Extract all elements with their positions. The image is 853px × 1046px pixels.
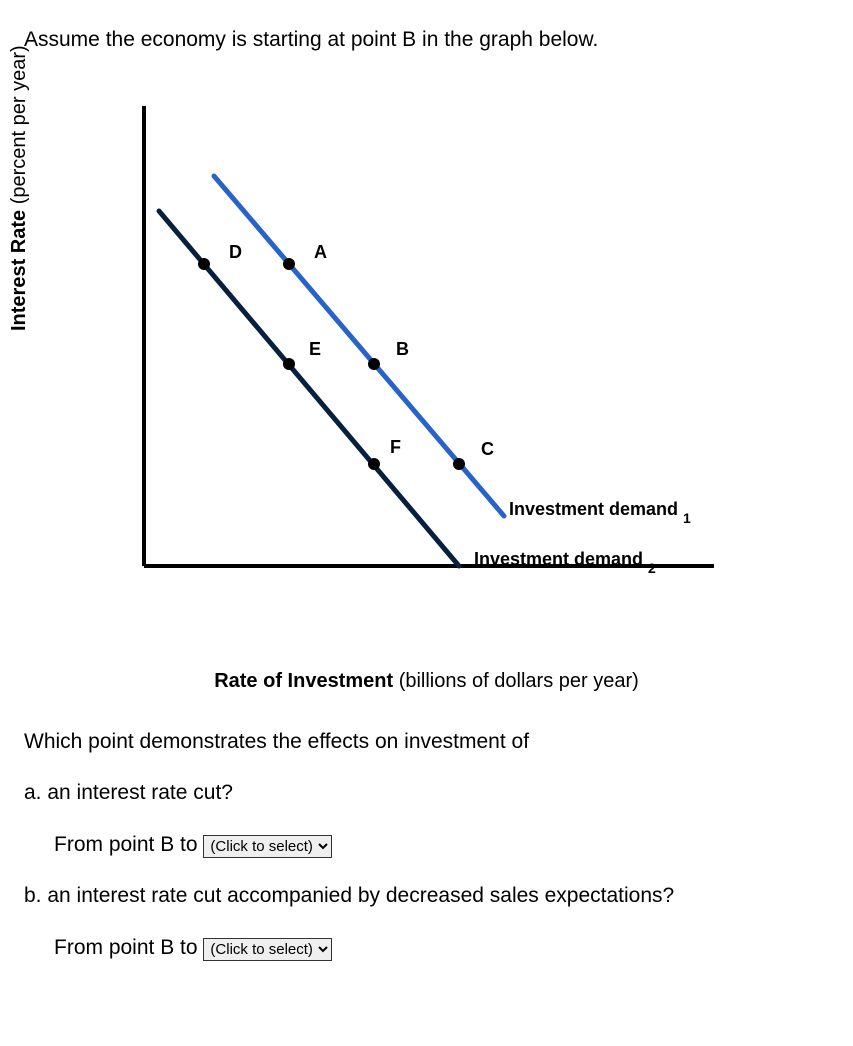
x-axis-label: Rate of Investment (billions of dollars … xyxy=(24,666,829,696)
y-axis-label-bold: Interest Rate xyxy=(8,209,30,330)
y-axis-label-light: (percent per year) xyxy=(8,45,30,210)
point-label-f: F xyxy=(390,434,401,461)
point-label-a: A xyxy=(314,239,327,266)
x-axis-label-bold: Rate of Investment xyxy=(214,670,393,692)
chart-point-a xyxy=(283,258,295,270)
point-label-d: D xyxy=(229,239,242,266)
part-b-prompt: b. an interest rate cut accompanied by d… xyxy=(24,880,829,912)
point-label-e: E xyxy=(309,336,321,363)
part-b-select[interactable]: (Click to select) xyxy=(203,938,332,961)
y-axis-label: Interest Rate (percent per year) xyxy=(4,45,34,331)
chart-point-f xyxy=(368,458,380,470)
chart-point-d xyxy=(198,258,210,270)
point-label-c: C xyxy=(481,436,494,463)
chart-point-c xyxy=(453,458,465,470)
intro-text: Assume the economy is starting at point … xyxy=(24,24,829,56)
part-a-answer-row: From point B to (Click to select) xyxy=(54,829,829,861)
x-axis-label-light: (billions of dollars per year) xyxy=(393,670,639,692)
question-intro: Which point demonstrates the effects on … xyxy=(24,726,829,758)
part-a-prompt: a. an interest rate cut? xyxy=(24,777,829,809)
part-b-from-label: From point B to xyxy=(54,936,198,959)
part-a-select[interactable]: (Click to select) xyxy=(203,835,332,858)
point-label-b: B xyxy=(396,336,409,363)
investment-demand-chart: Interest Rate (percent per year) DAEBFC … xyxy=(64,96,764,606)
chart-point-e xyxy=(283,358,295,370)
part-a-from-label: From point B to xyxy=(54,833,198,856)
part-b-answer-row: From point B to (Click to select) xyxy=(54,932,829,964)
chart-point-b xyxy=(368,358,380,370)
chart-svg xyxy=(64,96,764,606)
curve-label-id2: Investment demand 2 xyxy=(474,546,656,573)
curve-label-id1: Investment demand 1 xyxy=(509,496,691,523)
